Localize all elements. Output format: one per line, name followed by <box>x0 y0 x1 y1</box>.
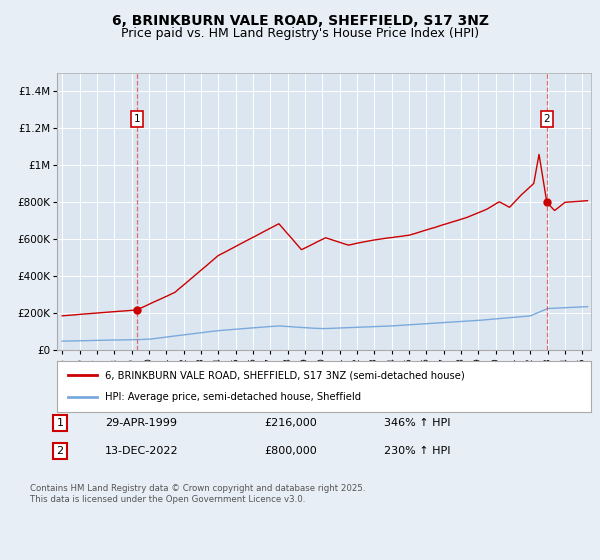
Text: 2: 2 <box>56 446 64 456</box>
Text: Contains HM Land Registry data © Crown copyright and database right 2025.
This d: Contains HM Land Registry data © Crown c… <box>30 484 365 504</box>
Text: 1: 1 <box>134 114 140 124</box>
Text: 6, BRINKBURN VALE ROAD, SHEFFIELD, S17 3NZ (semi-detached house): 6, BRINKBURN VALE ROAD, SHEFFIELD, S17 3… <box>105 370 465 380</box>
Text: 346% ↑ HPI: 346% ↑ HPI <box>384 418 451 428</box>
Text: £800,000: £800,000 <box>264 446 317 456</box>
Text: 6, BRINKBURN VALE ROAD, SHEFFIELD, S17 3NZ: 6, BRINKBURN VALE ROAD, SHEFFIELD, S17 3… <box>112 14 488 28</box>
Text: £216,000: £216,000 <box>264 418 317 428</box>
Text: 2: 2 <box>544 114 550 124</box>
Text: 29-APR-1999: 29-APR-1999 <box>105 418 177 428</box>
Text: HPI: Average price, semi-detached house, Sheffield: HPI: Average price, semi-detached house,… <box>105 393 361 403</box>
Text: 1: 1 <box>56 418 64 428</box>
Text: 230% ↑ HPI: 230% ↑ HPI <box>384 446 451 456</box>
Text: Price paid vs. HM Land Registry's House Price Index (HPI): Price paid vs. HM Land Registry's House … <box>121 27 479 40</box>
Text: 13-DEC-2022: 13-DEC-2022 <box>105 446 179 456</box>
